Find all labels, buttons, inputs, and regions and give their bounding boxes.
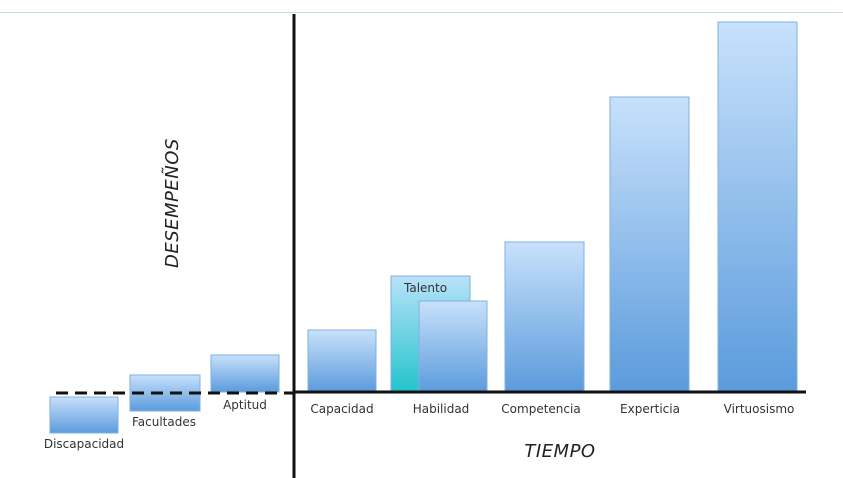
label-virtuosismo: Virtuosismo bbox=[724, 402, 795, 416]
y-axis-title: DESEMPEÑOS bbox=[161, 138, 183, 268]
label-discapacidad: Discapacidad bbox=[44, 437, 124, 451]
label-experticia: Experticia bbox=[620, 402, 680, 416]
label-talento: Talento bbox=[403, 281, 447, 295]
bar-virtuosismo bbox=[717, 21, 798, 393]
bar-habilidad bbox=[418, 300, 488, 393]
label-aptitud: Aptitud bbox=[223, 398, 267, 412]
bar-competencia bbox=[504, 241, 585, 393]
label-facultades: Facultades bbox=[132, 415, 196, 429]
x-axis-title: TIEMPO bbox=[524, 441, 595, 462]
label-habilidad: Habilidad bbox=[413, 402, 470, 416]
bar-aptitud bbox=[210, 354, 280, 393]
bar-discapacidad bbox=[49, 396, 119, 434]
label-competencia: Competencia bbox=[501, 402, 580, 416]
label-capacidad: Capacidad bbox=[310, 402, 373, 416]
bar-capacidad bbox=[307, 329, 377, 393]
top-rule bbox=[0, 12, 843, 13]
bar-experticia bbox=[609, 96, 690, 393]
